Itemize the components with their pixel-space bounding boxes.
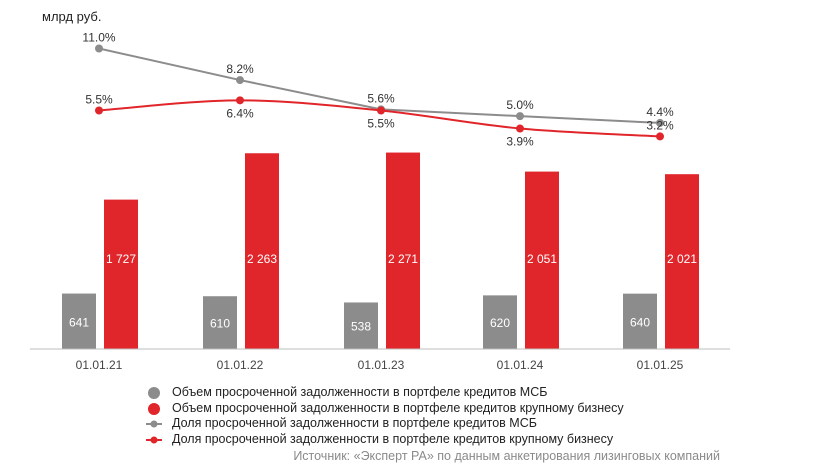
bar-large-business [245,153,279,349]
x-tick-label: 01.01.23 [358,358,405,372]
line-large-business-share-point [377,106,385,115]
legend-label: Доля просроченной задолженности в портфе… [172,431,614,446]
line-smb-share-label: 5.0% [506,98,534,112]
axis-unit-label: млрд руб. [42,9,102,24]
line-smb-share-point [236,76,244,85]
line-large-business-share-point [516,124,524,133]
line-smb-share-label: 11.0% [82,31,115,45]
legend-label: Объем просроченной задолженности в портф… [172,400,624,415]
line-large-business-share-point [656,132,664,141]
x-tick-label: 01.01.22 [217,358,264,372]
bar-large-business [104,199,138,349]
bar-large-business-label: 1 727 [106,252,136,266]
line-smb-share-label: 4.4% [646,105,674,119]
bar-large-business-label: 2 021 [667,252,697,266]
bar-large-business [386,152,420,349]
legend-line-dot-icon [146,436,162,443]
legend-dot-icon [148,387,160,399]
line-large-business-share-label: 3.9% [506,135,534,149]
line-large-business-share-point [95,106,103,115]
legend-label: Объем просроченной задолженности в портф… [172,385,548,399]
bar-smb [344,302,378,349]
line-smb-share-point [95,44,103,53]
line-large-business-share-label: 5.5% [367,117,395,131]
bar-large-business-label: 2 263 [247,252,277,266]
bar-large-business [525,171,559,349]
bar-smb-label: 610 [210,317,230,331]
legend-item: Объем просроченной задолженности в портф… [146,385,624,401]
bar-smb [203,296,237,349]
lines-layer: 11.0% 8.2% 5.6% 5.0% 4.4% 5.5% 6.4% 5.5% 3.9% 3.2… [82,31,674,149]
bar-smb-label: 640 [630,315,650,329]
line-large-business-share-label: 5.5% [85,93,113,107]
x-tick-label: 01.01.24 [497,358,544,372]
line-large-business-share-label: 3.2% [646,118,674,132]
line-smb-share-label: 5.6% [367,91,395,105]
bar-smb [483,295,517,349]
x-tick-labels: 01.01.21 01.01.22 01.01.23 01.01.24 01.01.25 [76,358,684,372]
line-smb-share-label: 8.2% [226,62,254,76]
bars-layer: 641 610 538 620 640 1 727 2 263 2 271 2 051 2 021 [62,152,699,349]
legend-line-dot-icon [146,420,162,428]
line-large-business-share-point [236,96,244,105]
bar-smb [623,293,657,349]
bar-large-business-label: 2 051 [527,252,557,266]
bar-large-business-label: 2 271 [388,252,418,266]
bar-smb-label: 641 [69,315,89,329]
legend-dot-icon [148,402,160,415]
bar-smb-label: 538 [351,320,371,334]
bar-smb-label: 620 [490,316,510,330]
legend: Объем просроченной задолженности в портф… [146,385,624,447]
legend-item: Доля просроченной задолженности в портфе… [146,416,624,432]
legend-label: Доля просроченной задолженности в портфе… [172,416,537,430]
source-note: Источник: «Эксперт РА» по данным анкетир… [293,449,720,463]
bar-smb [62,293,96,349]
legend-item: Объем просроченной задолженности в портф… [146,401,624,417]
x-tick-label: 01.01.21 [76,358,123,372]
line-smb-share-point [656,118,664,127]
x-tick-label: 01.01.25 [637,358,684,372]
bar-large-business [665,174,699,349]
line-large-business-share-label: 6.4% [226,106,254,120]
legend-item: Доля просроченной задолженности в портфе… [146,432,624,448]
line-smb-share-point [516,112,524,121]
